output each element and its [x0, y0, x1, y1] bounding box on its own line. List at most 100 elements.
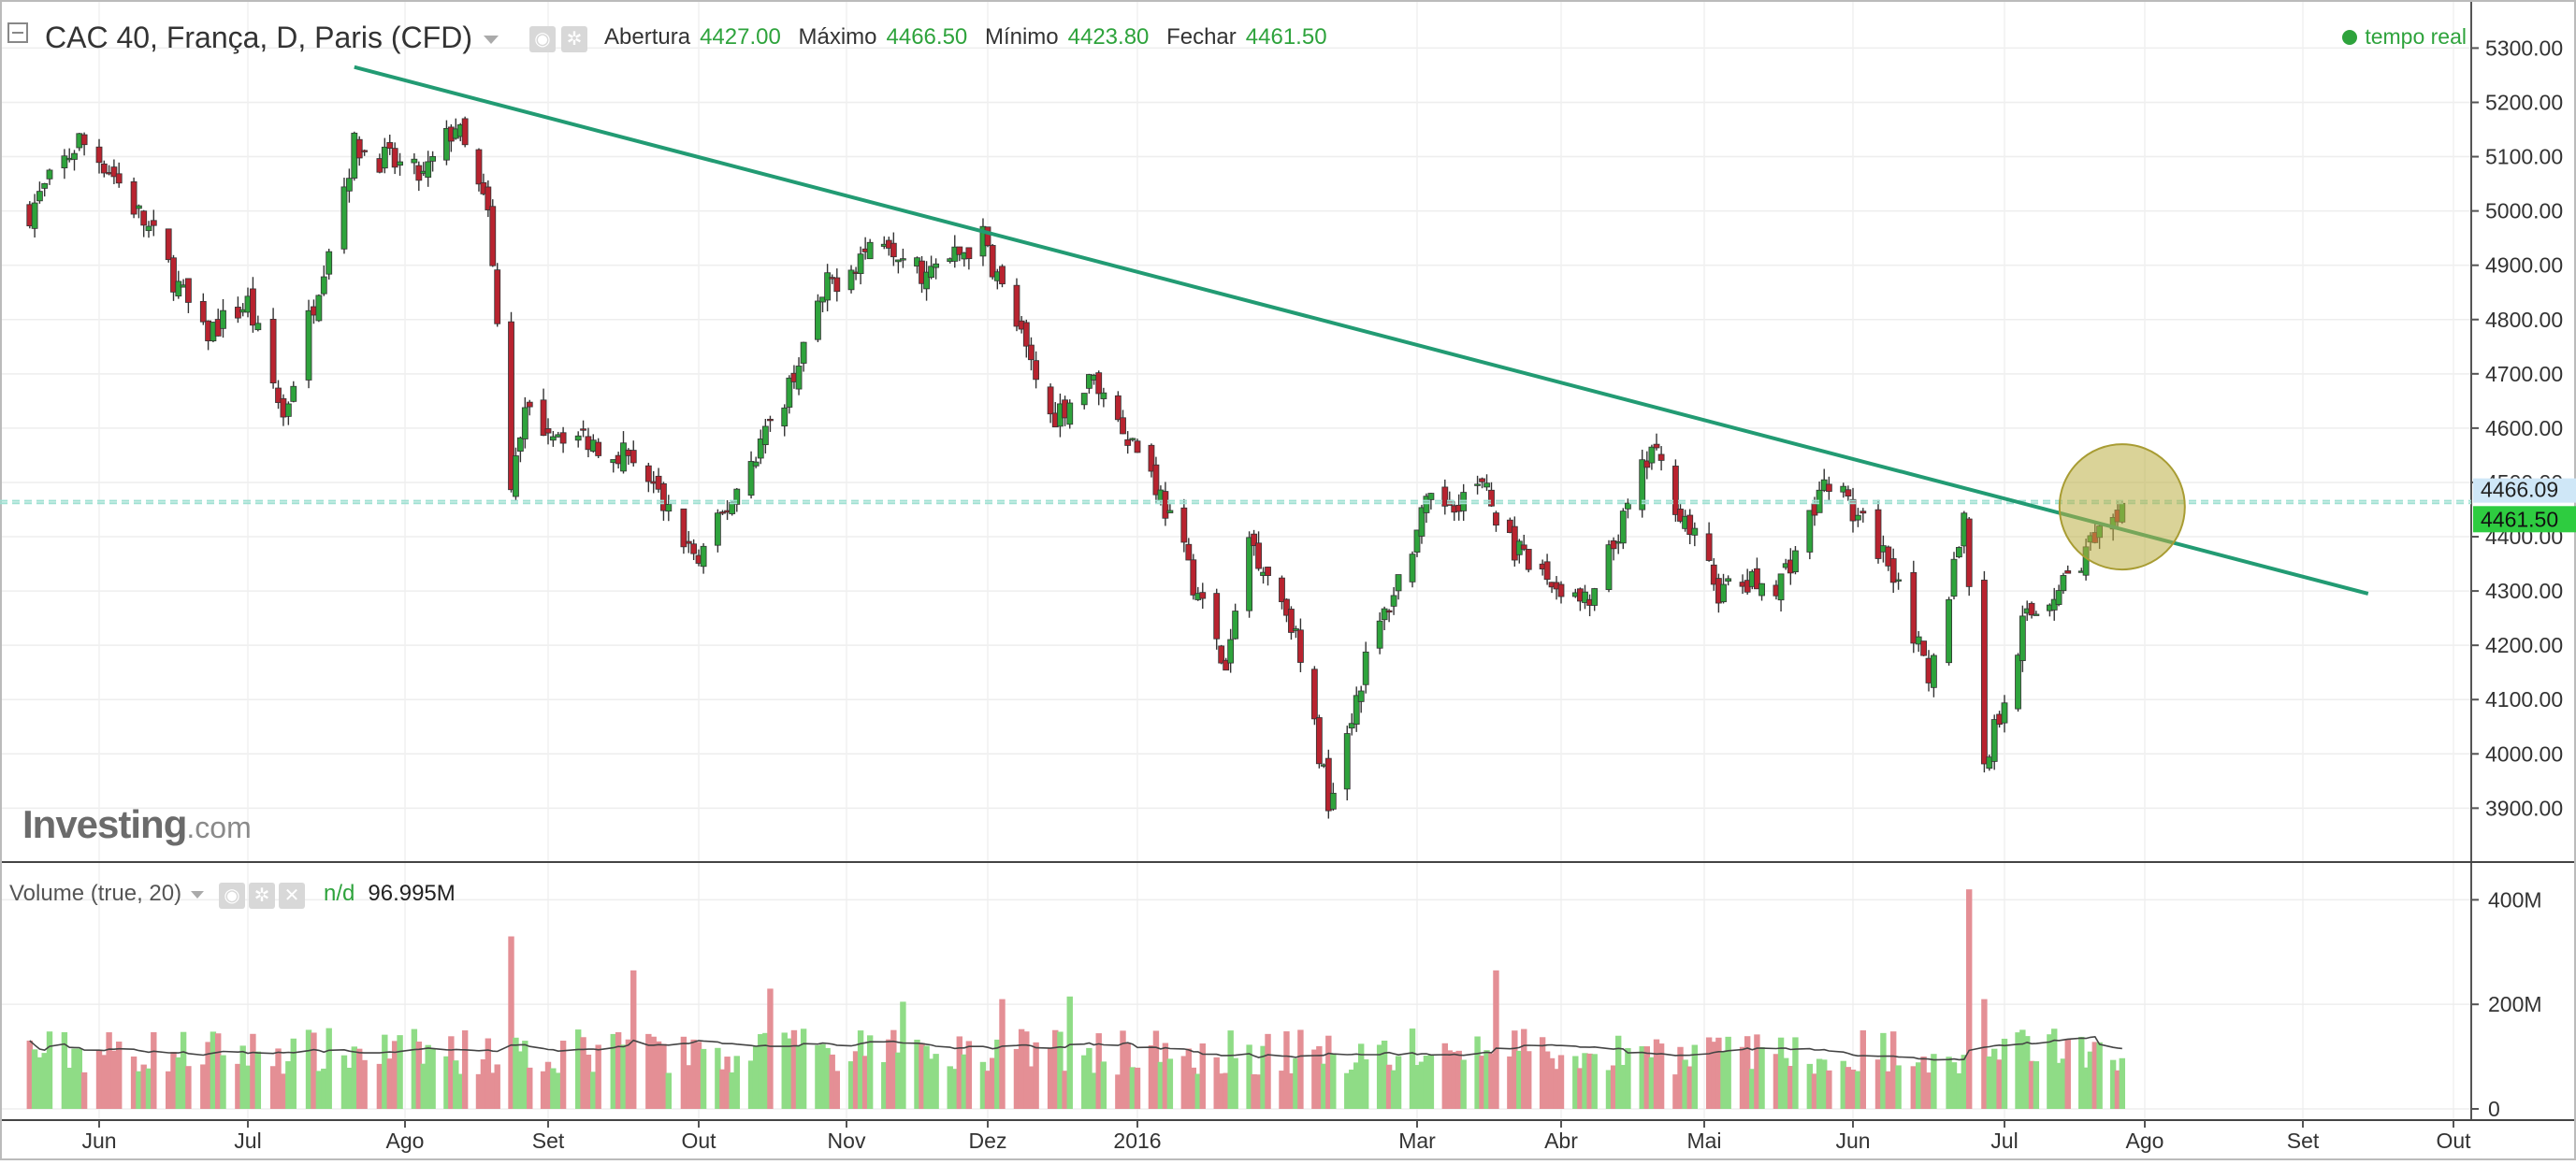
candle-body: [761, 425, 769, 446]
volume-bar: [453, 1060, 459, 1109]
chevron-down-icon[interactable]: [191, 890, 205, 899]
candle-body: [475, 149, 483, 185]
gear-icon[interactable]: ✲: [561, 26, 587, 52]
volume-bar: [1451, 1052, 1457, 1109]
candle-body: [95, 146, 103, 164]
volume-bar: [1358, 1043, 1365, 1109]
eye-icon[interactable]: ◉: [529, 26, 556, 52]
volume-bar: [411, 1028, 418, 1109]
candle-body: [989, 245, 996, 278]
candle-body: [140, 210, 148, 226]
candle-body: [461, 118, 469, 146]
logo-suffix-text: .com: [186, 811, 252, 844]
volume-bar: [140, 1064, 147, 1109]
volume-bar: [1488, 1053, 1495, 1109]
volume-bar: [527, 1067, 533, 1109]
volume-bar: [795, 1045, 803, 1109]
volume-bar: [386, 1058, 393, 1109]
volume-bar: [1720, 1051, 1727, 1109]
volume-bar: [1826, 1070, 1832, 1109]
volume-bar: [1062, 1071, 1068, 1109]
volume-bar: [1199, 1043, 1206, 1109]
volume-bar: [615, 1031, 622, 1109]
volume-bar: [1483, 1050, 1490, 1109]
candle-body: [1199, 592, 1207, 599]
candle-body: [199, 300, 207, 323]
volume-bar: [1605, 1070, 1613, 1109]
volume-bar: [1081, 1055, 1088, 1109]
volume-bar: [1455, 1050, 1462, 1109]
volume-bar: [2087, 1051, 2094, 1109]
volume-bar: [376, 1063, 384, 1109]
price-tick-label: 4300.00: [2485, 579, 2563, 603]
chevron-down-icon[interactable]: [483, 36, 499, 45]
candle-body: [795, 366, 803, 390]
candle-body: [1777, 573, 1785, 601]
candle-body: [1310, 669, 1318, 720]
volume-panel-header[interactable]: Volume (true, 20): [9, 881, 205, 907]
candle-body: [1980, 580, 1988, 765]
volume-bar: [786, 1038, 793, 1109]
candle-body: [1619, 511, 1627, 544]
volume-bar: [886, 1039, 892, 1109]
volume-bar: [2078, 1036, 2085, 1109]
candle-body: [1376, 620, 1383, 649]
volume-bar: [315, 1071, 323, 1109]
gear-icon[interactable]: ✲: [249, 883, 275, 909]
candle-body: [526, 401, 533, 408]
candle-body: [1710, 564, 1717, 585]
candle-body: [757, 439, 764, 459]
close-icon[interactable]: ✕: [279, 883, 305, 909]
candle-body: [1990, 719, 1998, 762]
candle-body: [1047, 386, 1054, 415]
candle-body: [145, 225, 152, 232]
volume-bar: [1100, 1061, 1107, 1109]
volume-bar: [819, 1043, 826, 1109]
eye-icon[interactable]: ◉: [219, 883, 245, 909]
candle-body: [800, 341, 807, 364]
time-tick-label: Abr: [1544, 1129, 1578, 1153]
panel-toggle-icon[interactable]: [7, 22, 28, 43]
reference-price-label: 4466.09: [2481, 478, 2558, 502]
candle-body: [1855, 514, 1861, 521]
volume-bar: [76, 1048, 82, 1109]
candle-body: [386, 142, 394, 149]
volume-bar: [489, 1072, 496, 1109]
volume-bar: [1840, 1060, 1846, 1109]
volume-bar: [1023, 1031, 1030, 1109]
volume-bar: [2082, 1067, 2090, 1109]
volume-tick-label: 200M: [2488, 992, 2542, 1016]
volume-bar: [508, 936, 514, 1109]
candle-body: [1246, 537, 1252, 611]
volume-bar: [1185, 1048, 1193, 1109]
volume-bar: [475, 1073, 483, 1109]
volume-bar: [180, 1031, 187, 1109]
volume-bar: [1321, 1063, 1327, 1109]
volume-bar: [340, 1055, 348, 1109]
candle-body: [1348, 723, 1355, 729]
volume-bars: [26, 889, 2126, 1109]
reference-price-tag: [2473, 478, 2576, 503]
candle-body: [361, 150, 369, 152]
volume-bar: [41, 1053, 48, 1109]
volume-bar: [686, 1065, 692, 1109]
chart-title[interactable]: CAC 40, França, D, Paris (CFD): [45, 21, 499, 55]
volume-bar: [2028, 1060, 2035, 1109]
volume-bar: [2091, 1042, 2098, 1109]
candle-body: [1232, 611, 1239, 640]
volume-bar: [361, 1059, 368, 1109]
volume-bar: [1811, 1073, 1818, 1109]
candle-body: [1227, 639, 1235, 664]
volume-bar: [610, 1033, 616, 1109]
volume-bar: [919, 1043, 925, 1109]
candle-body: [1840, 485, 1847, 493]
volume-bar: [80, 1072, 88, 1109]
volume-bar: [1091, 1072, 1097, 1109]
time-tick-label: Nov: [828, 1129, 866, 1153]
volume-bar: [1521, 1028, 1527, 1109]
candle-body: [516, 437, 524, 452]
high-value: 4466.50: [886, 24, 968, 50]
volume-bar: [130, 1056, 137, 1109]
candle-body: [857, 253, 864, 275]
time-tick-label: 2016: [1113, 1129, 1161, 1153]
